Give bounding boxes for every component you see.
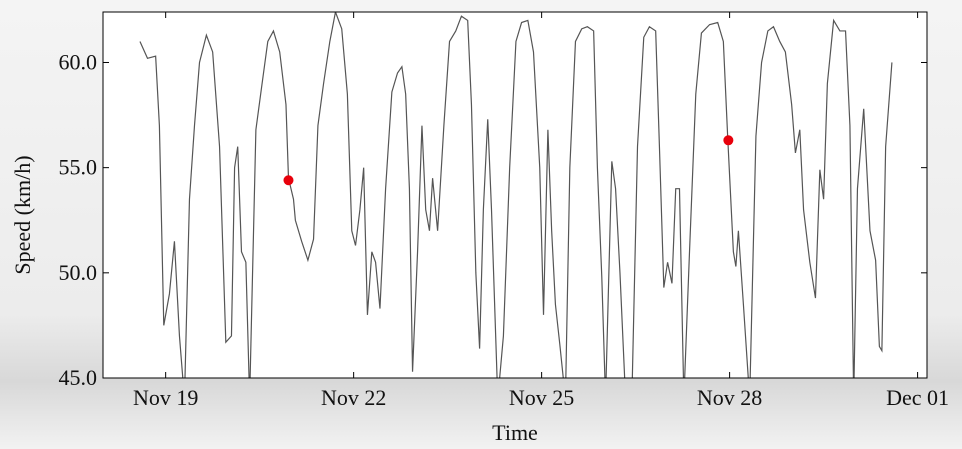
x-tick-label: Dec 01	[886, 385, 949, 410]
x-tick-label: Nov 19	[133, 385, 198, 410]
anomaly-point	[283, 175, 294, 186]
speed-line	[139, 12, 893, 378]
y-tick-label: 50.0	[59, 260, 98, 285]
plot-marks	[139, 12, 893, 378]
y-tick-label: 60.0	[59, 49, 98, 74]
x-axis-label: Time	[492, 420, 538, 445]
y-tick-label: 45.0	[59, 365, 98, 390]
x-tick-label: Nov 28	[697, 385, 762, 410]
anomaly-point	[723, 135, 734, 146]
y-axis-label: Speed (km/h)	[10, 155, 35, 274]
plot-frame	[102, 11, 928, 379]
x-tick-label: Nov 22	[321, 385, 386, 410]
x-tick-label: Nov 25	[509, 385, 574, 410]
y-tick-label: 55.0	[59, 155, 98, 180]
plot-area	[103, 12, 927, 378]
